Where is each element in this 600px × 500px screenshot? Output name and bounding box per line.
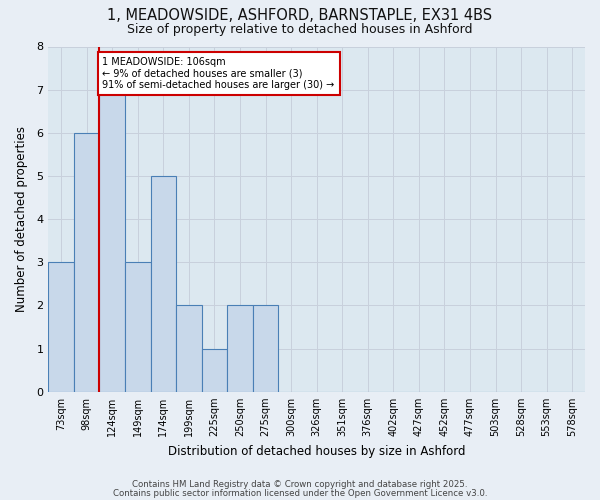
Bar: [100, 90, 125, 392]
Text: 1 MEADOWSIDE: 106sqm
← 9% of detached houses are smaller (3)
91% of semi-detache: 1 MEADOWSIDE: 106sqm ← 9% of detached ho…: [103, 58, 335, 90]
Text: Contains HM Land Registry data © Crown copyright and database right 2025.: Contains HM Land Registry data © Crown c…: [132, 480, 468, 489]
Text: Size of property relative to detached houses in Ashford: Size of property relative to detached ho…: [127, 22, 473, 36]
Bar: [74, 133, 100, 392]
Y-axis label: Number of detached properties: Number of detached properties: [15, 126, 28, 312]
Bar: [125, 262, 151, 392]
Bar: [151, 176, 176, 392]
Text: Contains public sector information licensed under the Open Government Licence v3: Contains public sector information licen…: [113, 488, 487, 498]
Bar: [202, 348, 227, 392]
Bar: [176, 306, 202, 392]
Bar: [227, 306, 253, 392]
X-axis label: Distribution of detached houses by size in Ashford: Distribution of detached houses by size …: [168, 444, 466, 458]
Bar: [253, 306, 278, 392]
Bar: [49, 262, 74, 392]
Text: 1, MEADOWSIDE, ASHFORD, BARNSTAPLE, EX31 4BS: 1, MEADOWSIDE, ASHFORD, BARNSTAPLE, EX31…: [107, 8, 493, 22]
